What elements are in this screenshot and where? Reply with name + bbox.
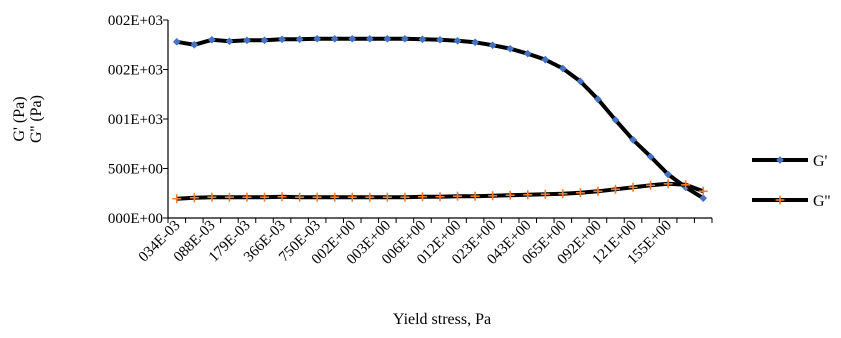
data-point xyxy=(488,41,497,50)
series-layer xyxy=(172,34,708,204)
data-point xyxy=(365,192,375,202)
data-point xyxy=(471,38,480,47)
data-point xyxy=(313,34,322,43)
data-point xyxy=(558,189,568,199)
series-1 xyxy=(172,34,708,203)
y-tick-label: 002E+03 xyxy=(108,13,163,29)
data-point xyxy=(400,192,410,202)
legend-item: G' xyxy=(752,153,828,170)
data-point xyxy=(295,192,305,202)
data-point xyxy=(488,191,498,201)
y-tick-label: 000E+00 xyxy=(108,211,163,227)
data-point xyxy=(646,152,655,161)
data-point xyxy=(436,35,444,44)
data-point xyxy=(453,191,463,201)
data-point xyxy=(628,182,638,192)
data-point xyxy=(575,188,585,198)
data-point xyxy=(189,193,199,203)
data-point xyxy=(330,34,339,43)
data-point xyxy=(312,192,322,202)
data-point xyxy=(207,192,217,202)
x-axis-label: Yield stress, Pa xyxy=(393,311,491,328)
data-point xyxy=(506,44,515,53)
legend-label: G' xyxy=(813,153,828,170)
data-point xyxy=(664,170,673,179)
data-point xyxy=(172,37,181,46)
data-point xyxy=(505,190,515,200)
data-point xyxy=(260,36,269,45)
data-point xyxy=(776,156,784,164)
axes xyxy=(167,20,712,219)
legend-item: G'' xyxy=(752,193,830,210)
data-point xyxy=(190,40,199,49)
data-point xyxy=(243,36,251,45)
data-point xyxy=(347,192,357,202)
series-2 xyxy=(172,179,708,204)
data-point xyxy=(576,77,585,86)
data-point xyxy=(540,189,550,199)
data-point xyxy=(383,34,392,43)
y-axis-ticks: 000E+00 500E+00 001E+03 002E+03 002E+03 xyxy=(108,13,168,227)
data-point xyxy=(629,135,637,144)
data-point xyxy=(698,186,708,196)
data-point xyxy=(348,34,357,43)
data-point xyxy=(260,192,270,202)
data-point xyxy=(593,95,602,104)
data-point xyxy=(435,192,445,202)
data-point xyxy=(172,194,182,204)
data-point xyxy=(224,192,234,202)
data-point xyxy=(699,194,708,203)
data-point xyxy=(207,35,216,44)
y-axis-label-line: G' (Pa) xyxy=(11,96,28,141)
data-point xyxy=(541,55,550,64)
data-point xyxy=(663,179,673,189)
data-point xyxy=(775,195,785,205)
data-point xyxy=(593,186,603,196)
data-point xyxy=(418,35,427,44)
data-point xyxy=(523,49,532,58)
data-point xyxy=(382,192,392,202)
data-point xyxy=(523,190,533,200)
data-point xyxy=(330,192,340,202)
data-point xyxy=(277,192,287,202)
y-tick-label: 500E+00 xyxy=(108,162,163,178)
data-point xyxy=(470,191,480,201)
y-axis-label-line: G'' (Pa) xyxy=(28,95,45,143)
data-point xyxy=(610,184,620,194)
data-point xyxy=(453,36,462,45)
data-point xyxy=(278,35,287,44)
y-tick-label: 002E+03 xyxy=(108,63,163,79)
legend: G' G'' xyxy=(752,153,830,210)
data-point xyxy=(611,116,620,124)
data-point xyxy=(225,37,234,46)
data-point xyxy=(681,180,691,190)
data-point xyxy=(242,192,252,202)
series-line xyxy=(176,36,705,200)
data-point xyxy=(646,180,656,190)
y-axis-label: G' (Pa) G'' (Pa) xyxy=(11,95,45,143)
data-point xyxy=(400,34,409,43)
data-point xyxy=(365,34,374,43)
y-tick-label: 001E+03 xyxy=(108,112,163,128)
data-point xyxy=(417,192,427,202)
data-point xyxy=(295,35,304,44)
x-axis-ticks: 034E-03088E-03179E-03366E-03750E-03002E+… xyxy=(136,218,713,268)
data-point xyxy=(558,64,567,73)
legend-label: G'' xyxy=(813,193,830,210)
